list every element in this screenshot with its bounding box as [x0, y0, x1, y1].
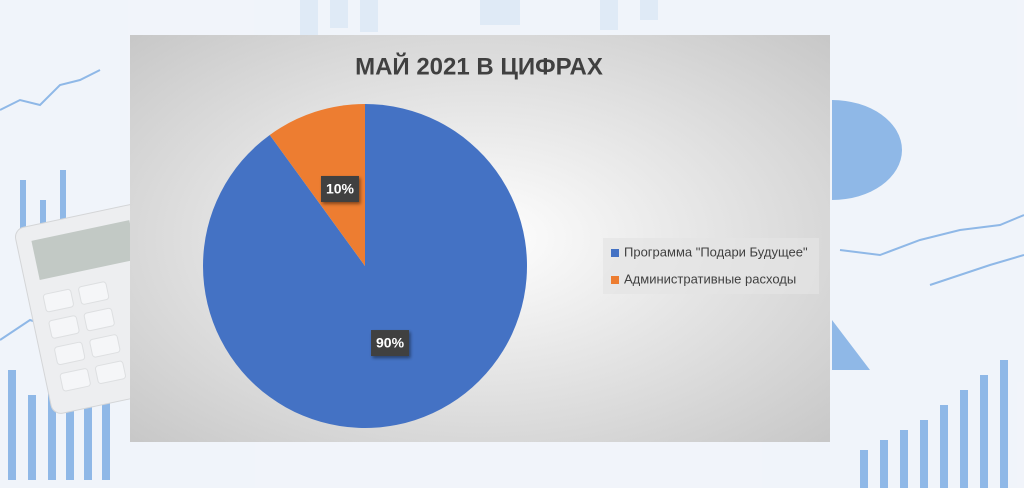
legend-box [603, 238, 819, 294]
pie [202, 104, 527, 428]
chart-title: МАЙ 2021 В ЦИФРАХ [355, 52, 603, 80]
data-label: 10% [326, 181, 355, 197]
pie-slice [202, 104, 527, 428]
legend-label: Административные расходы [624, 271, 796, 286]
legend: Программа "Подари Будущее" Административн… [611, 244, 808, 286]
data-label: 90% [376, 335, 405, 351]
legend-swatch [611, 249, 619, 257]
pie-slice [269, 104, 365, 266]
data-labels: 90% 10% [320, 175, 410, 357]
legend-label: Программа "Подари Будущее" [624, 244, 808, 259]
legend-swatch [611, 276, 619, 284]
data-label-box [320, 175, 359, 202]
data-label-box [371, 330, 410, 357]
